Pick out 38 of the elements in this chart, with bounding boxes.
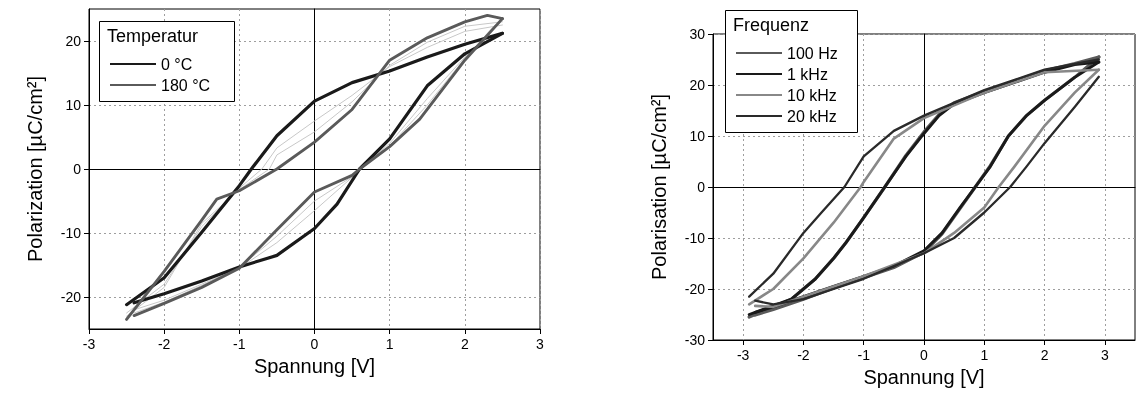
y-tick-label: 10 xyxy=(65,97,82,113)
y-tick-label: 30 xyxy=(689,26,706,42)
legend-label: 20 kHz xyxy=(787,107,837,125)
x-tick-label: 3 xyxy=(536,336,545,352)
y-tick-label: 0 xyxy=(697,179,706,195)
x-tick-label: 3 xyxy=(1100,347,1109,363)
y-tick-label: -10 xyxy=(60,225,82,241)
x-axis-title: Spannung [V] xyxy=(253,354,376,377)
y-axis-title: Polarisation [µC/cm²] xyxy=(648,93,670,281)
y-axis-title: Polarization [µC/cm²] xyxy=(24,75,46,263)
legend-label: 10 kHz xyxy=(787,86,837,104)
x-tick-label: 1 xyxy=(980,347,989,363)
x-axis-title: Spannung [V] xyxy=(863,365,985,388)
x-tick-label: 0 xyxy=(920,347,929,363)
y-tick-label: -10 xyxy=(684,230,706,246)
legend-label: 180 °C xyxy=(161,76,211,94)
y-tick-label: 0 xyxy=(73,161,82,177)
legend-title: Temperatur xyxy=(107,26,199,46)
legend-title: Frequenz xyxy=(733,15,810,35)
legend-label: 100 Hz xyxy=(787,44,838,62)
x-tick-label: -3 xyxy=(82,336,96,352)
x-tick-label: -1 xyxy=(857,347,871,363)
legend-label: 1 kHz xyxy=(787,65,828,83)
y-tick-label: -20 xyxy=(684,281,706,297)
x-tick-label: -1 xyxy=(233,336,246,352)
x-tick-label: 2 xyxy=(1040,347,1049,363)
x-tick-label: -2 xyxy=(797,347,810,363)
y-tick-label: -30 xyxy=(684,332,706,348)
y-tick-label: 10 xyxy=(689,128,706,144)
y-tick-label: 20 xyxy=(689,77,706,93)
x-tick-label: -2 xyxy=(157,336,171,352)
x-tick-label: 2 xyxy=(460,336,469,352)
x-tick-label: 1 xyxy=(385,336,394,352)
y-tick-label: -20 xyxy=(60,289,82,305)
y-tick-label: 20 xyxy=(65,33,82,49)
x-tick-label: -3 xyxy=(736,347,750,363)
legend-label: 0 °C xyxy=(161,55,193,73)
x-tick-label: 0 xyxy=(310,336,319,352)
